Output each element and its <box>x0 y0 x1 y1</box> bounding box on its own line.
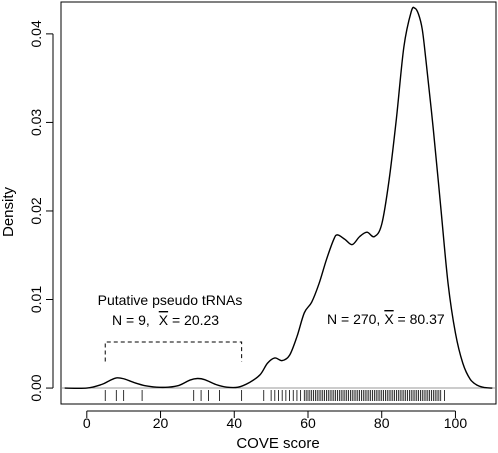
density-curve <box>64 6 493 390</box>
main-stats-value: = 80.37 <box>394 311 445 327</box>
pseudo-stats-n: N = 9, <box>112 312 150 328</box>
main-stats-n: N = 270, <box>327 311 380 327</box>
pseudo-stats-value: = 20.23 <box>168 312 219 328</box>
pseudo-annotation-stats: N = 9, X = 20.23 <box>112 312 219 328</box>
y-tick-label: 0.02 <box>28 197 44 224</box>
rug-marks <box>104 390 445 401</box>
y-tick-label: 0.00 <box>28 374 44 401</box>
pseudo-trna-bracket <box>104 341 243 362</box>
plot-frame <box>60 1 497 405</box>
x-tick-label: 40 <box>226 415 242 431</box>
y-tick-label: 0.04 <box>28 20 44 47</box>
x-axis: 0 20 40 60 80 100 <box>83 410 468 431</box>
y-axis-label: Density <box>0 186 17 237</box>
x-tick-label: 0 <box>83 415 91 431</box>
main-annotation-stats: N = 270, X = 80.37 <box>327 311 445 327</box>
y-tick-label: 0.01 <box>28 286 44 313</box>
pseudo-annotation-title: Putative pseudo tRNAs <box>98 292 243 308</box>
main-stats-xbar: X <box>384 311 394 327</box>
x-tick-label: 100 <box>444 415 468 431</box>
y-tick-label: 0.03 <box>28 109 44 136</box>
x-tick-label: 80 <box>374 415 390 431</box>
x-tick-label: 60 <box>300 415 316 431</box>
pseudo-stats-xbar: X <box>159 312 169 328</box>
x-axis-label: COVE score <box>236 435 319 452</box>
x-tick-label: 20 <box>153 415 169 431</box>
y-axis: 0.00 0.01 0.02 0.03 0.04 <box>28 20 54 402</box>
